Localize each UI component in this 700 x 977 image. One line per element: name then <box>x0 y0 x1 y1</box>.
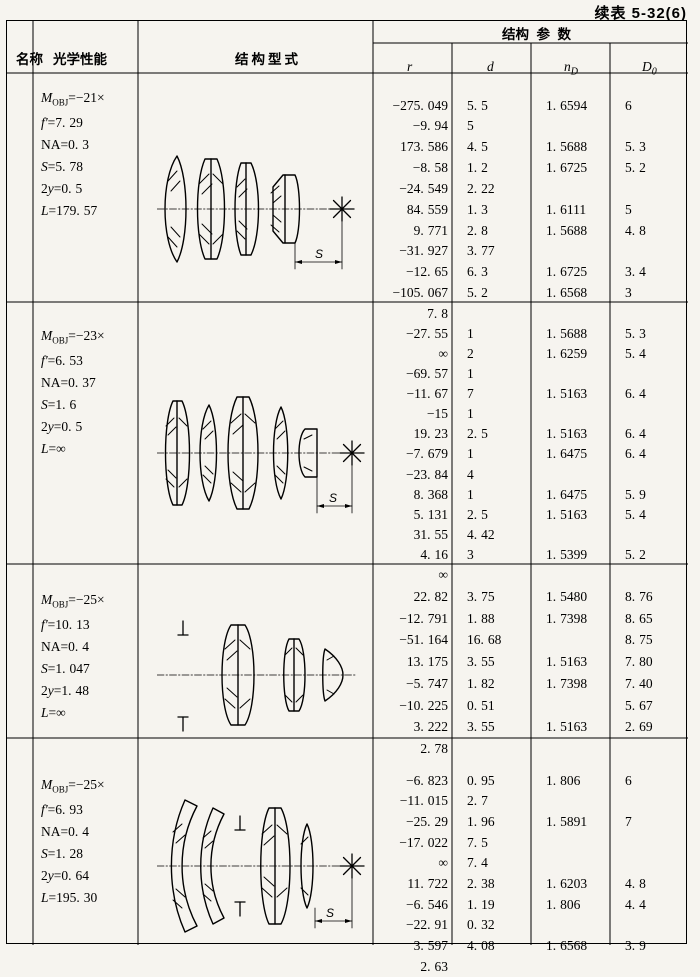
svg-text:S: S <box>315 247 323 261</box>
svg-text:S: S <box>329 491 337 505</box>
svg-text:S: S <box>326 906 334 920</box>
